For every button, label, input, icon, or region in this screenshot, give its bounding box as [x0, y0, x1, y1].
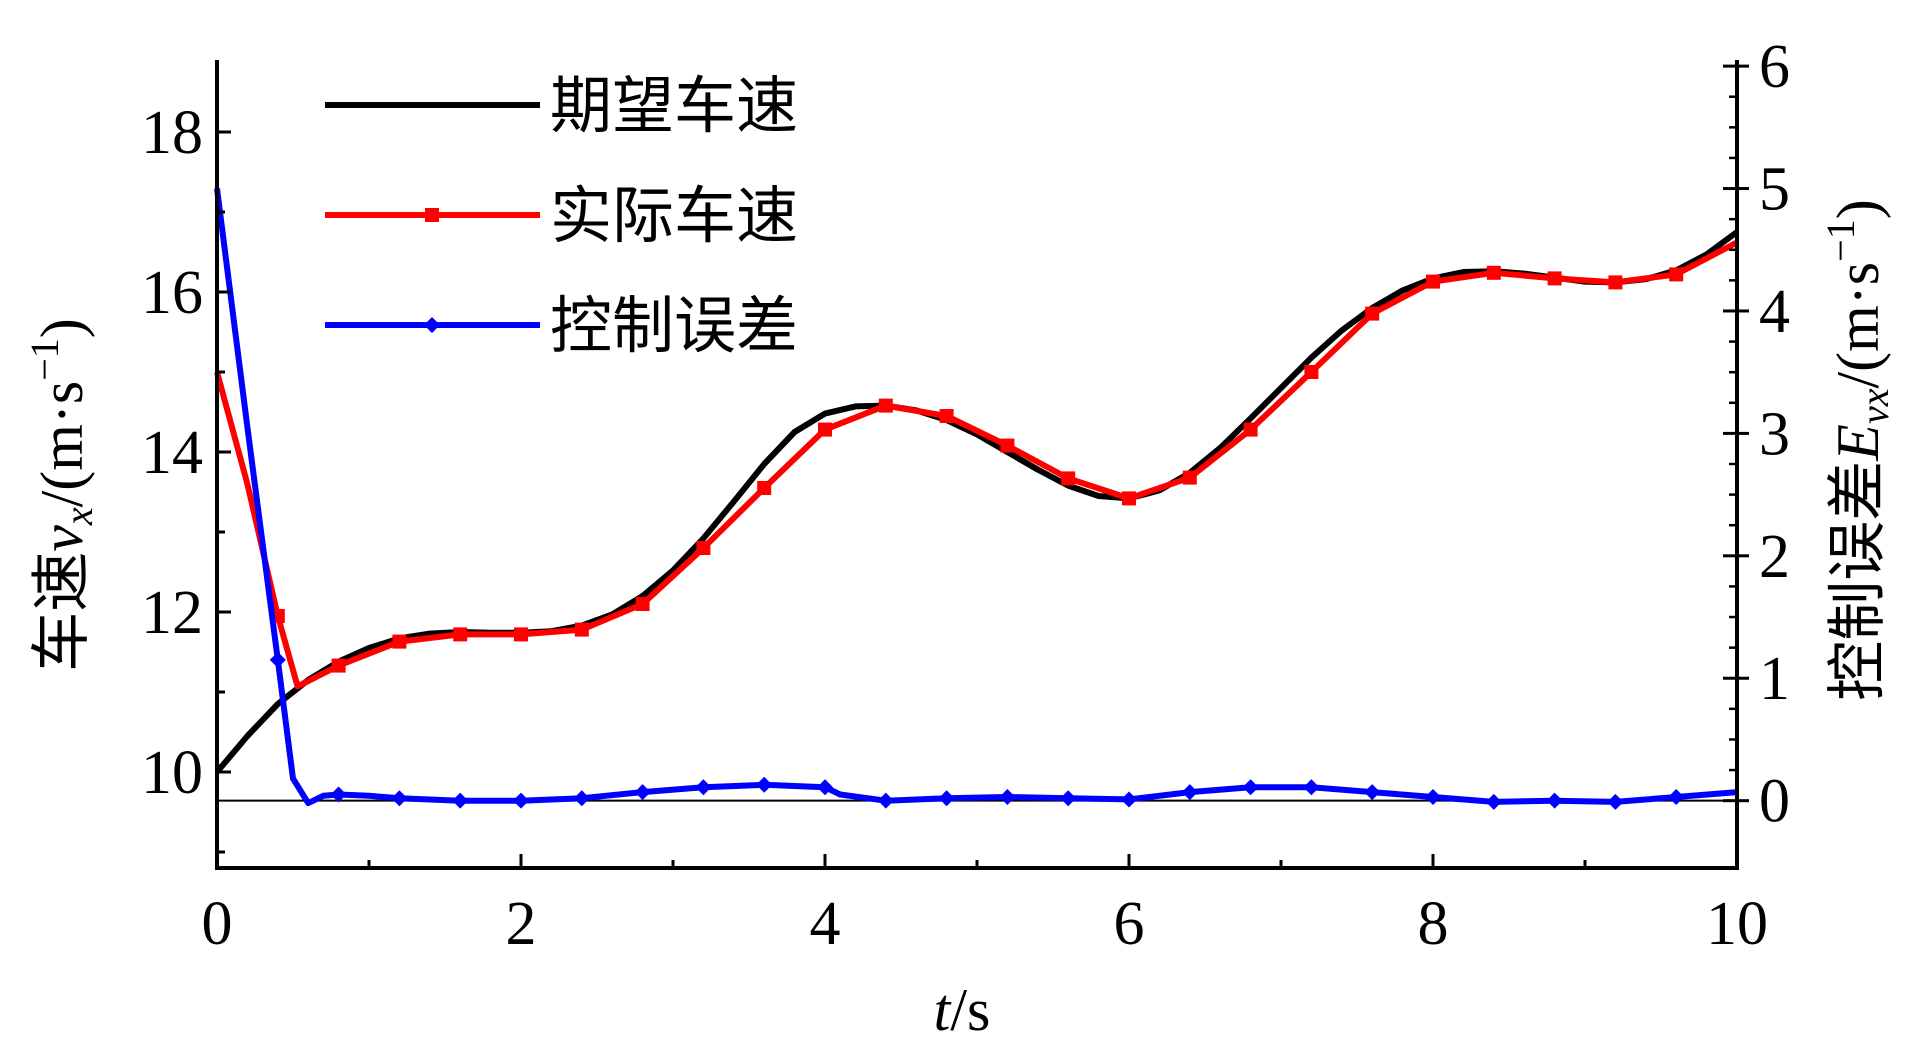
- series-marker-square: [392, 634, 407, 649]
- series-marker-diamond: [1546, 792, 1563, 809]
- right-y-axis-unit: /(m·s: [1825, 262, 1891, 389]
- series-line-1: [214, 239, 1739, 690]
- series-marker-square: [1365, 306, 1380, 321]
- x-tick-label: 4: [810, 890, 841, 958]
- left-y-tick-label: 14: [141, 419, 203, 487]
- series-marker-square: [1122, 491, 1136, 506]
- series-marker-square: [878, 398, 893, 413]
- right-y-tick-label: 4: [1759, 278, 1790, 346]
- series-marker-square: [1486, 265, 1501, 280]
- x-tick-label: 0: [202, 890, 233, 958]
- series-marker-square: [331, 658, 346, 673]
- left-y-axis-superscript: −1: [22, 338, 67, 381]
- right-y-axis-title: 控制误差Evx/(m·s−1): [1818, 199, 1897, 700]
- series-marker-square: [696, 541, 711, 555]
- series-marker-diamond: [1425, 788, 1441, 805]
- series-marker-square: [574, 622, 589, 637]
- series-marker-diamond: [513, 792, 529, 809]
- series-marker-diamond: [330, 786, 347, 803]
- series-marker-square: [1000, 438, 1015, 453]
- right-y-axis-subscript: vx: [1852, 388, 1897, 424]
- legend-label-desired-speed: 期望车速: [550, 69, 798, 142]
- left-y-axis-close: ): [29, 318, 95, 338]
- series-marker-square: [514, 627, 528, 642]
- right-y-axis-prefix: 控制误差: [1825, 461, 1891, 701]
- left-y-axis-variable: v: [29, 525, 95, 552]
- series-marker-diamond: [1364, 784, 1381, 801]
- series-marker-square: [635, 597, 650, 611]
- series-marker-square: [1608, 275, 1623, 290]
- series-marker-diamond: [817, 779, 833, 796]
- series-marker-diamond: [1181, 784, 1198, 801]
- series-marker-square: [1304, 365, 1319, 379]
- right-y-tick-label: 2: [1759, 523, 1790, 591]
- series-marker-diamond: [452, 792, 469, 809]
- x-axis-title: t/s: [934, 977, 991, 1043]
- series-marker-diamond: [1303, 779, 1320, 796]
- x-axis-unit: /s: [950, 977, 990, 1043]
- series-marker-square: [1669, 267, 1684, 282]
- series-marker-diamond: [877, 792, 894, 809]
- series-layer: [214, 188, 1739, 810]
- series-marker-diamond: [1668, 788, 1685, 805]
- left-y-tick-label: 10: [141, 739, 203, 807]
- left-y-tick-label: 18: [141, 99, 203, 167]
- right-y-tick-label: 5: [1759, 156, 1790, 224]
- series-marker-diamond: [756, 776, 773, 793]
- series-marker-diamond: [573, 790, 590, 807]
- series-marker-square: [1182, 470, 1197, 485]
- series-marker-diamond: [269, 651, 286, 668]
- series-marker-diamond: [1242, 779, 1259, 796]
- series-marker-square: [1061, 471, 1076, 486]
- legend-marker-control-error: [424, 317, 440, 333]
- x-tick-label: 10: [1706, 890, 1768, 958]
- series-line-2: [214, 188, 1738, 807]
- left-y-axis-title: 车速vx/(m·s−1): [22, 318, 101, 672]
- series-marker-diamond: [391, 790, 408, 807]
- series-marker-diamond: [695, 779, 712, 796]
- series-marker-diamond: [1121, 791, 1137, 808]
- series-marker-square: [453, 627, 468, 642]
- series-marker-diamond: [999, 788, 1016, 805]
- x-tick-label: 2: [506, 890, 537, 958]
- x-axis-variable: t: [934, 977, 952, 1043]
- right-y-tick-label: 0: [1759, 768, 1790, 836]
- legend-label-actual-speed: 实际车速: [550, 179, 798, 252]
- series-marker-square: [757, 481, 772, 495]
- series-marker-diamond: [634, 784, 651, 801]
- legend: 期望车速 实际车速 控制误差: [325, 69, 798, 362]
- left-y-axis-subscript: x: [56, 507, 101, 526]
- series-marker-square: [818, 422, 832, 437]
- left-y-axis-unit: /(m·s: [29, 381, 95, 508]
- series-marker-square: [1243, 422, 1258, 437]
- x-tick-label: 6: [1114, 890, 1145, 958]
- series-marker-diamond: [1607, 793, 1624, 810]
- left-y-tick-label: 12: [141, 579, 203, 647]
- right-y-tick-label: 6: [1759, 33, 1790, 101]
- series-marker-square: [1426, 274, 1440, 289]
- x-tick-label: 8: [1418, 890, 1449, 958]
- right-y-axis-close: ): [1825, 199, 1891, 219]
- series-marker-diamond: [938, 790, 955, 807]
- left-y-tick-label: 16: [141, 259, 203, 327]
- series-marker-square: [1547, 271, 1562, 286]
- series-marker-diamond: [1060, 790, 1077, 807]
- left-y-axis-prefix: 车速: [29, 552, 95, 672]
- legend-label-control-error: 控制误差: [550, 289, 798, 362]
- series-line-0: [214, 229, 1739, 774]
- right-y-tick-label: 3: [1759, 400, 1790, 468]
- right-y-axis-superscript: −1: [1818, 219, 1863, 262]
- series-marker-diamond: [1485, 793, 1502, 810]
- legend-marker-actual-speed: [425, 208, 439, 222]
- series-marker-square: [939, 409, 954, 423]
- right-y-axis-variable: E: [1825, 424, 1891, 462]
- right-y-tick-label: 1: [1759, 645, 1790, 713]
